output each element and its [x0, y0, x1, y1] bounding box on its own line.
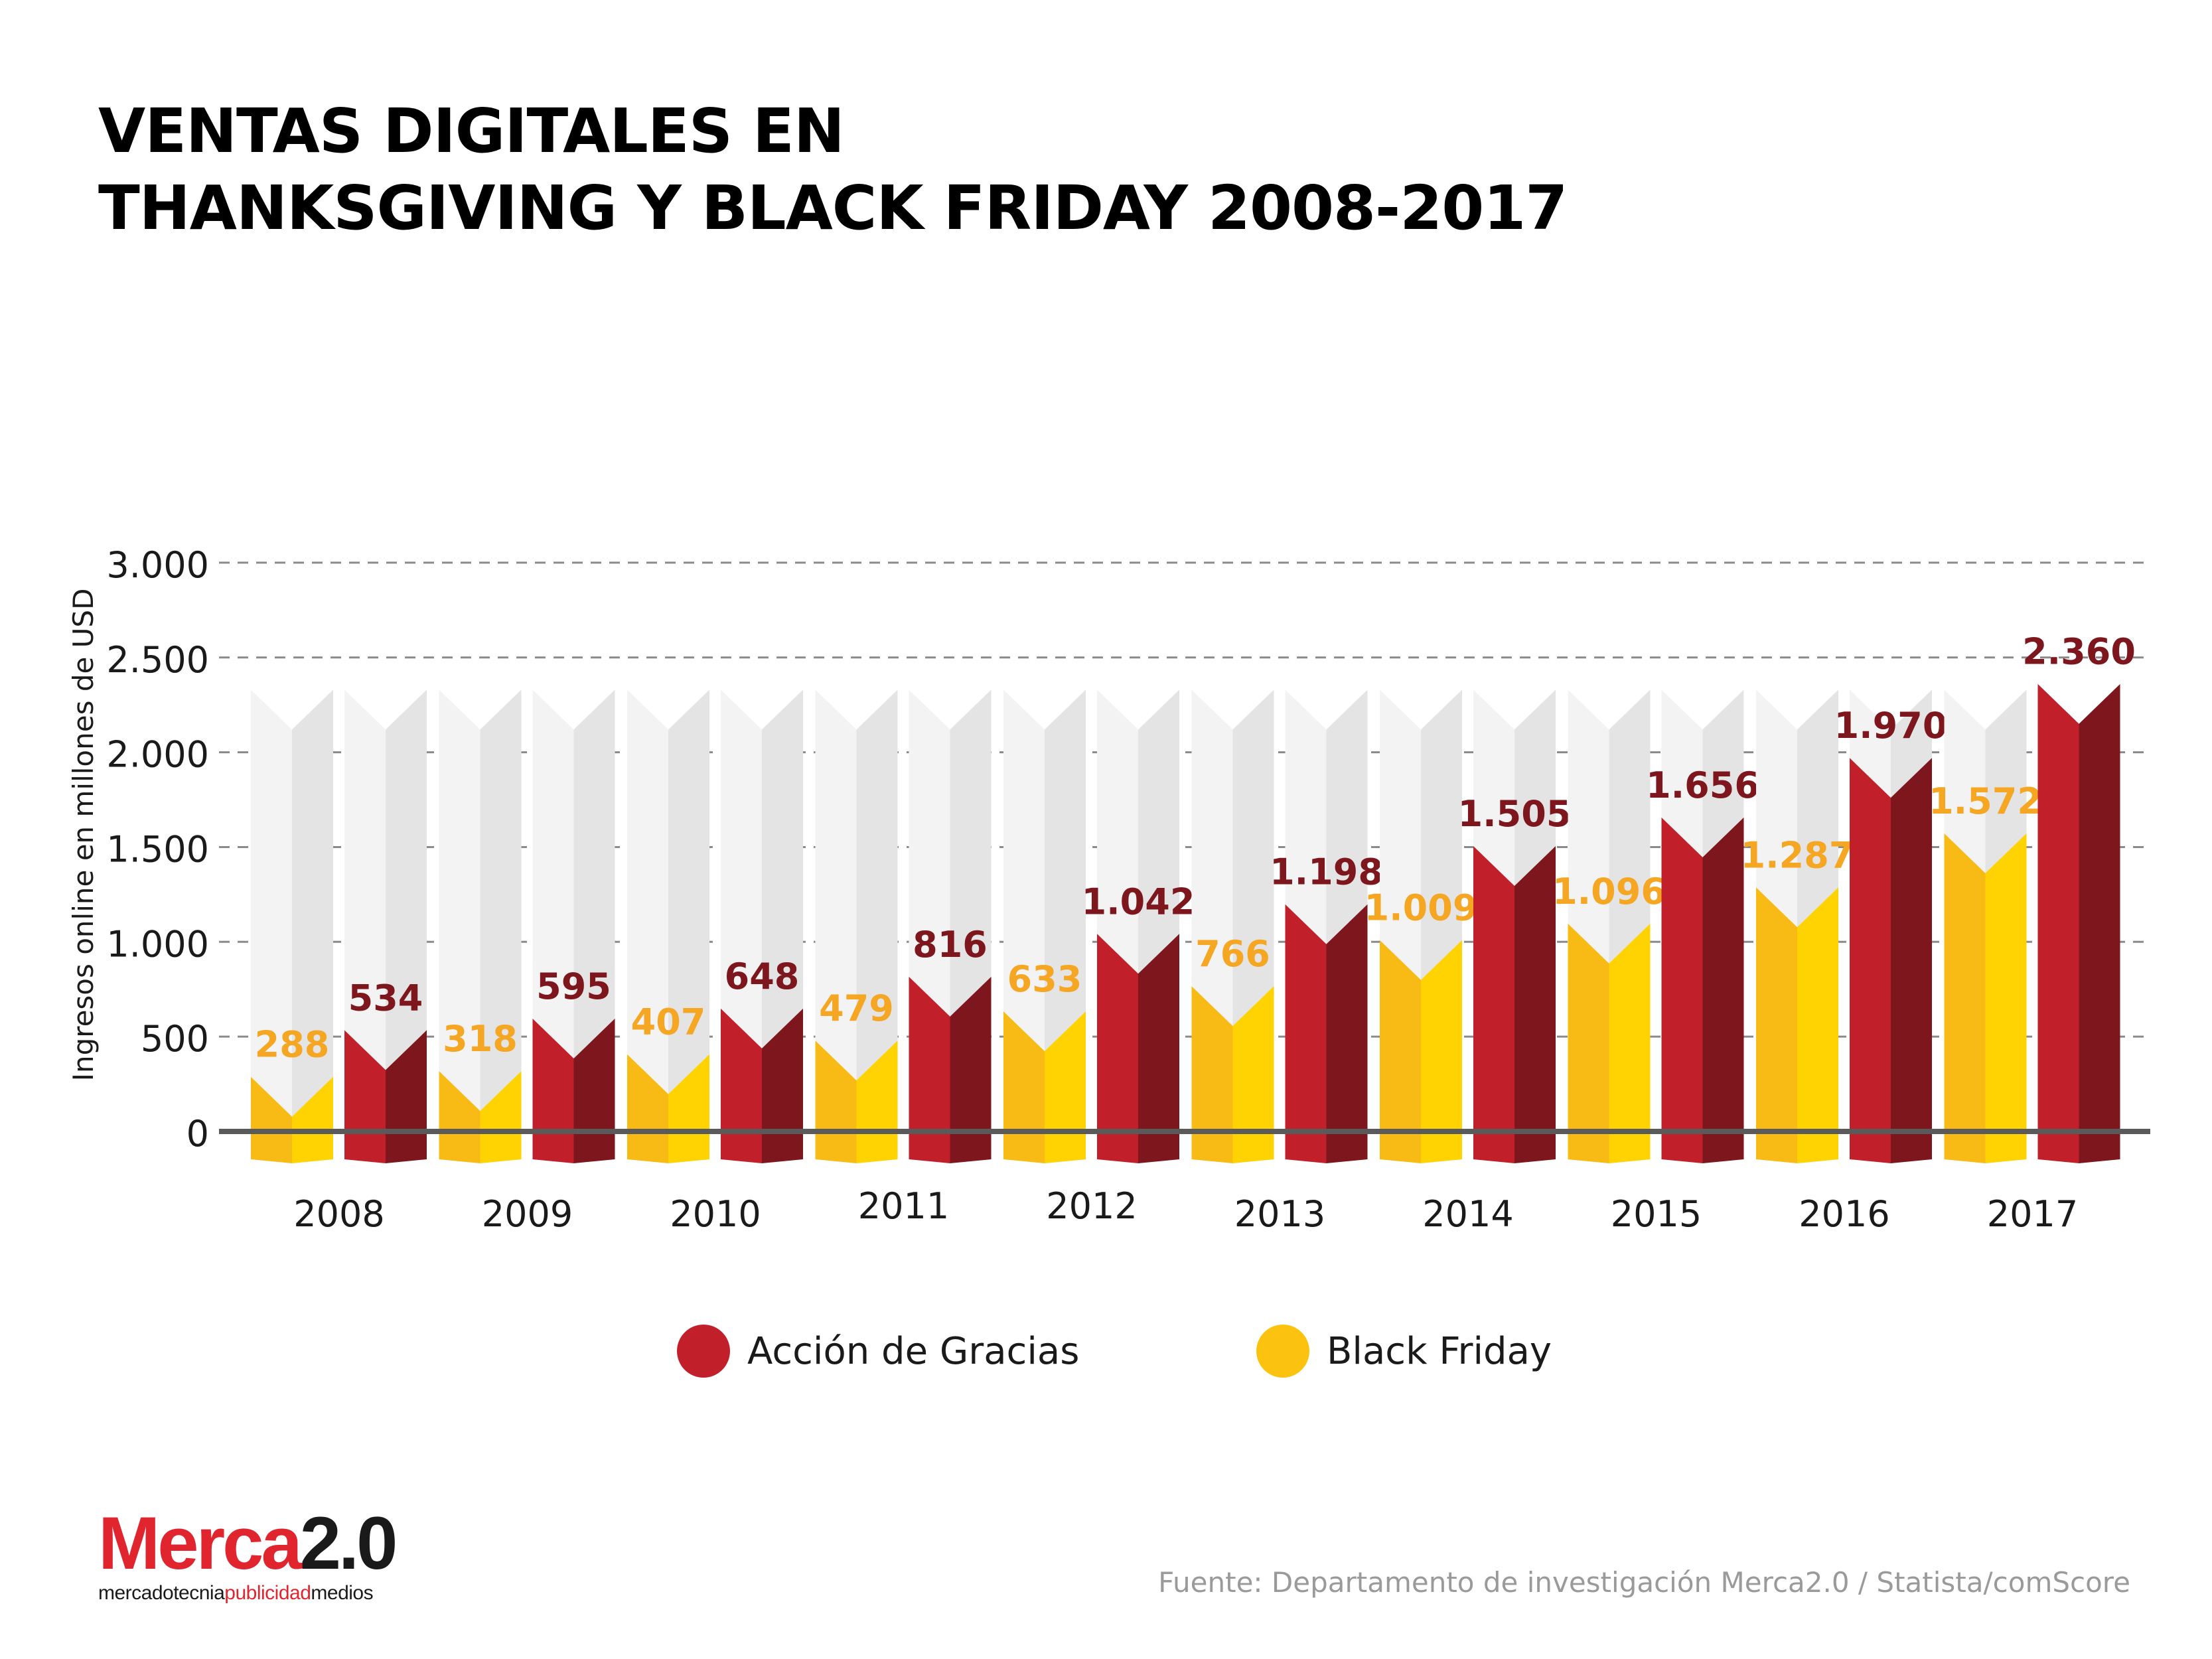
bar-black-friday: [1380, 940, 1421, 1163]
bar-accion-de-gracias: [1702, 817, 1744, 1163]
data-label-black-friday: 766: [1195, 933, 1270, 975]
legend-label-accion: Acción de Gracias: [747, 1329, 1080, 1373]
data-label-black-friday: 318: [443, 1018, 518, 1060]
legend-label-black-friday: Black Friday: [1327, 1329, 1552, 1373]
bar-black-friday: [1045, 1011, 1086, 1163]
merca-logo: Merca2.0 mercadotecniapublicidadmedios: [98, 1502, 398, 1605]
data-label-black-friday: 1.009: [1364, 887, 1478, 929]
logo-tagline: mercadotecniapublicidadmedios: [98, 1582, 374, 1604]
data-label-accion-de-gracias: 1.970: [1834, 705, 1948, 747]
bar-black-friday: [668, 1054, 709, 1163]
data-label-black-friday: 1.287: [1741, 834, 1854, 876]
data-label-black-friday: 1.572: [1929, 780, 2042, 822]
bar-black-friday: [1191, 986, 1233, 1163]
bar-black-friday: [439, 1071, 480, 1163]
bar-accion-de-gracias: [1285, 904, 1327, 1163]
bar-accion-de-gracias: [1326, 904, 1368, 1163]
x-tick-label: 2016: [1799, 1193, 1889, 1235]
data-label-accion-de-gracias: 1.198: [1270, 851, 1383, 893]
y-tick-label: 500: [141, 1018, 209, 1060]
data-label-accion-de-gracias: 2.360: [2022, 631, 2136, 673]
bar-black-friday: [1232, 986, 1274, 1163]
bar-black-friday: [1944, 833, 1986, 1163]
bar-black-friday: [1568, 923, 1609, 1163]
chart-title: VENTAS DIGITALES EN THANKSGIVING Y BLACK…: [98, 93, 1568, 247]
data-label-accion-de-gracias: 1.505: [1458, 793, 1572, 835]
bar-black-friday: [292, 1076, 333, 1163]
x-tick-label: 2011: [858, 1185, 949, 1227]
x-tick-label: 2013: [1234, 1193, 1325, 1235]
y-tick-label: 3.000: [106, 544, 209, 586]
ghost-column: [627, 689, 668, 1163]
ghost-column: [815, 689, 857, 1163]
bar-accion-de-gracias: [1891, 758, 1932, 1163]
bar-accion-de-gracias: [762, 1008, 803, 1163]
y-tick-label: 2.000: [106, 734, 209, 776]
bar-accion-de-gracias: [532, 1019, 574, 1163]
x-tick-label: 2017: [1987, 1193, 2078, 1235]
data-label-accion-de-gracias: 534: [348, 977, 423, 1019]
ghost-column: [251, 689, 292, 1163]
y-tick-label: 1.000: [106, 923, 209, 965]
bar-accion-de-gracias: [573, 1019, 615, 1163]
legend-swatch-black-friday: [1256, 1325, 1309, 1378]
bar-accion-de-gracias: [950, 976, 992, 1163]
data-label-accion-de-gracias: 648: [725, 956, 800, 997]
x-tick-label: 2012: [1046, 1185, 1137, 1227]
bar-accion-de-gracias: [2079, 684, 2120, 1163]
data-label-black-friday: 407: [631, 1001, 706, 1043]
data-label-black-friday: 288: [255, 1024, 330, 1066]
bar-black-friday: [1797, 887, 1838, 1163]
bar-accion-de-gracias: [1473, 846, 1514, 1163]
ghost-column: [668, 689, 709, 1163]
bar-black-friday: [1609, 923, 1651, 1163]
bar-black-friday: [627, 1054, 668, 1163]
y-tick-label: 2.500: [106, 639, 209, 681]
y-axis-title: Ingresos online en millones de USD: [67, 589, 100, 1082]
title-line-1: VENTAS DIGITALES EN: [98, 96, 845, 167]
bar-accion-de-gracias: [1661, 817, 1703, 1163]
bar-accion-de-gracias: [721, 1008, 762, 1163]
logo-wordmark: Merca2.0: [98, 1502, 398, 1585]
data-label-accion-de-gracias: 816: [913, 924, 988, 966]
data-label-accion-de-gracias: 1.042: [1082, 881, 1195, 922]
bar-accion-de-gracias: [1138, 934, 1179, 1163]
bar-accion-de-gracias: [1850, 758, 1891, 1163]
x-tick-label: 2008: [293, 1193, 384, 1235]
ghost-column: [292, 689, 333, 1163]
x-tick-label: 2014: [1422, 1193, 1513, 1235]
x-tick-label: 2010: [670, 1193, 761, 1235]
source-note: Fuente: Departamento de investigación Me…: [1158, 1566, 2130, 1599]
x-tick-label: 2009: [482, 1193, 573, 1235]
bar-black-friday: [1421, 940, 1462, 1163]
bar-black-friday: [1985, 833, 2027, 1163]
x-tick-label: 2015: [1611, 1193, 1702, 1235]
data-label-black-friday: 1.096: [1552, 871, 1666, 912]
data-label-accion-de-gracias: 1.656: [1646, 764, 1759, 806]
ghost-column: [480, 689, 522, 1163]
data-label-black-friday: 479: [819, 987, 894, 1029]
bar-black-friday: [480, 1071, 522, 1163]
bar-accion-de-gracias: [1097, 934, 1138, 1163]
ghost-column: [856, 689, 898, 1163]
bar-accion-de-gracias: [909, 976, 950, 1163]
y-tick-label: 0: [186, 1113, 209, 1155]
bar-accion-de-gracias: [2037, 684, 2079, 1163]
bar-black-friday: [1756, 887, 1797, 1163]
bar-black-friday: [1003, 1011, 1045, 1163]
ghost-column: [439, 689, 480, 1163]
legend-item-black-friday: Black Friday: [1256, 1325, 1552, 1378]
title-line-2: THANKSGIVING Y BLACK FRIDAY 2008-2017: [98, 173, 1568, 244]
bar-black-friday: [251, 1076, 292, 1163]
data-label-black-friday: 633: [1007, 958, 1082, 1000]
legend-swatch-accion: [677, 1325, 730, 1378]
data-label-accion-de-gracias: 595: [536, 966, 611, 1007]
legend-item-accion: Acción de Gracias: [677, 1325, 1079, 1378]
bar-accion-de-gracias: [1514, 846, 1556, 1163]
y-tick-label: 1.500: [106, 828, 209, 870]
